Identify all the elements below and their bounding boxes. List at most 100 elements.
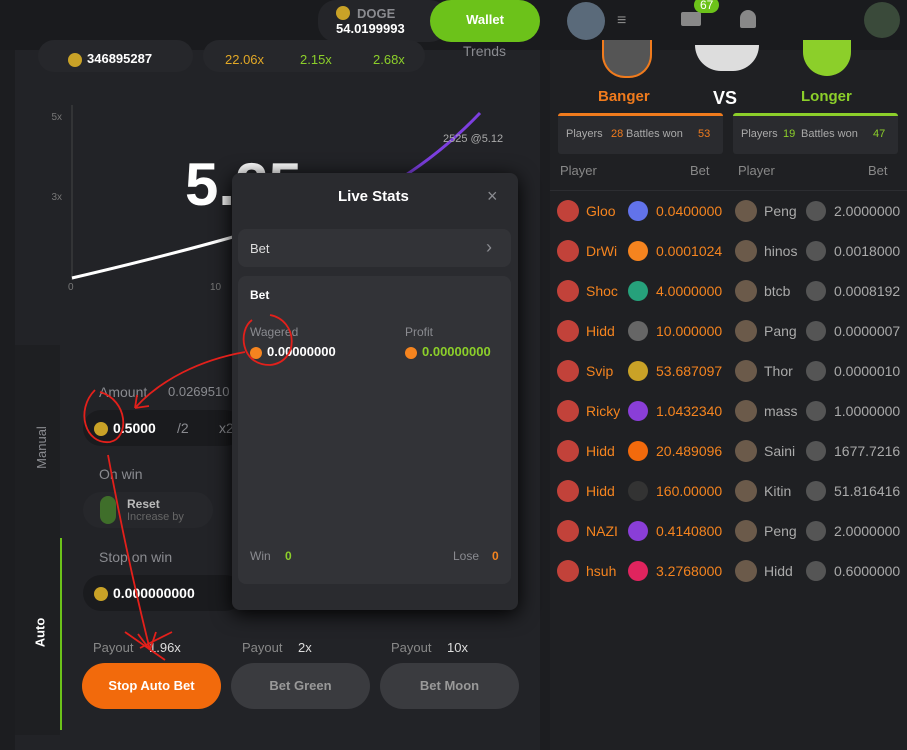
team-card: [733, 113, 898, 154]
toggle[interactable]: [100, 496, 116, 524]
bet-amount: 1677.7216: [834, 443, 901, 459]
wagered: 0.00000000: [250, 344, 336, 359]
player-avatar: [735, 560, 757, 582]
recent: 2.68x: [373, 52, 405, 67]
battles-label: Battles won: [626, 128, 683, 140]
payout-label: Payout: [242, 640, 283, 655]
player-name: Hidd: [586, 443, 615, 459]
player-avatar: [735, 480, 757, 502]
avatar[interactable]: [567, 2, 605, 40]
players: 19: [783, 128, 796, 140]
coin-icon: [628, 561, 648, 581]
battle-panel: [550, 50, 907, 750]
column-header: Player: [560, 163, 597, 178]
amount-max: 0.0269510: [168, 384, 230, 399]
y-label: 3x: [51, 192, 62, 203]
coin-icon: [806, 321, 826, 341]
coin-icon: [628, 321, 648, 341]
win: 0: [285, 549, 292, 563]
player-name: hinos: [764, 243, 798, 259]
player-avatar: [557, 560, 579, 582]
player-name: Peng: [764, 523, 797, 539]
profile-icon[interactable]: [864, 2, 900, 38]
bet-amount: 0.6000000: [834, 563, 901, 579]
battles: 53: [698, 128, 711, 140]
bell-icon[interactable]: [740, 10, 756, 28]
coin-icon: [806, 481, 826, 501]
currency[interactable]: DOGE: [357, 6, 396, 21]
profit-label: Profit: [405, 325, 434, 339]
bet-amount: 0.4140800: [656, 523, 723, 539]
player-name: Hidd: [764, 563, 793, 579]
coin-icon: [628, 521, 648, 541]
coin-icon: [806, 241, 826, 261]
player-name: DrWi: [586, 243, 618, 259]
player-avatar: [557, 200, 579, 222]
player-name: Shoc: [586, 283, 618, 299]
coin-icon: [628, 281, 648, 301]
bet-amount: 0.0000007: [834, 323, 901, 339]
player-name: Hidd: [586, 483, 615, 499]
tab-bar: [15, 345, 60, 735]
column-header: Bet: [868, 163, 888, 178]
bet-amount: 10.000000: [656, 323, 723, 339]
bet-select[interactable]: [238, 229, 511, 267]
player-avatar: [557, 360, 579, 382]
players-label: Players: [741, 128, 778, 140]
bet-amount: 3.2768000: [656, 563, 723, 579]
amount-input[interactable]: [83, 410, 243, 446]
stats-section: Bet: [250, 288, 270, 302]
stop-number: 0.000000000: [113, 585, 195, 601]
bet-amount: 4.0000000: [656, 283, 723, 299]
recent: 22.06x: [225, 52, 265, 67]
recent-pill: [203, 40, 425, 72]
chevron: ›: [486, 237, 492, 257]
coin-icon: [628, 481, 648, 501]
wagered-value: 0.00000000: [267, 344, 336, 359]
coin-icon: [628, 401, 648, 421]
bet-button[interactable]: Stop Auto Bet: [82, 663, 221, 709]
column-header: Player: [738, 163, 775, 178]
close-button[interactable]: ×: [487, 186, 498, 206]
bet-button[interactable]: Bet Moon: [380, 663, 519, 709]
coin-icon: [806, 561, 826, 581]
trends[interactable]: Trends: [463, 43, 507, 59]
player-name: Svip: [586, 363, 614, 379]
player-avatar: [735, 400, 757, 422]
profit: 0.00000000: [405, 344, 491, 359]
mail-badge: 67: [694, 0, 720, 13]
increase-by: Increase by: [127, 511, 184, 523]
half-button[interactable]: /2: [177, 420, 189, 436]
bet-amount: 0.0000010: [834, 363, 901, 379]
coin-icon: [628, 441, 648, 461]
team-name: Longer: [801, 88, 852, 105]
player-avatar: [735, 200, 757, 222]
players-label: Players: [566, 128, 603, 140]
payout-value: 10x: [447, 640, 468, 655]
wallet-button[interactable]: Wallet: [430, 0, 540, 42]
player-name: Gloo: [586, 203, 616, 219]
player-avatar: [735, 240, 757, 262]
bet-amount: 51.816416: [834, 483, 901, 499]
coin-icon: [806, 281, 826, 301]
coin-icon: [628, 201, 648, 221]
player-name: mass: [764, 403, 798, 419]
player-avatar: [735, 360, 757, 382]
coin-icon: [806, 441, 826, 461]
payout-label: Payout: [391, 640, 432, 655]
player-avatar: [735, 280, 757, 302]
banger-avatar: [602, 40, 652, 78]
bet-button[interactable]: Bet Green: [231, 663, 370, 709]
total-value: 346895287: [87, 51, 153, 66]
player-name: Saini: [764, 443, 796, 459]
bet-amount: 1.0000000: [834, 403, 901, 419]
player-name: Peng: [764, 203, 797, 219]
player-avatar: [557, 400, 579, 422]
stop-input[interactable]: [83, 575, 243, 611]
menu-icon[interactable]: ≡: [617, 12, 627, 29]
double-button[interactable]: x2: [219, 420, 234, 436]
mail-icon[interactable]: [681, 12, 701, 26]
coin-icon: [806, 521, 826, 541]
player-avatar: [557, 520, 579, 542]
